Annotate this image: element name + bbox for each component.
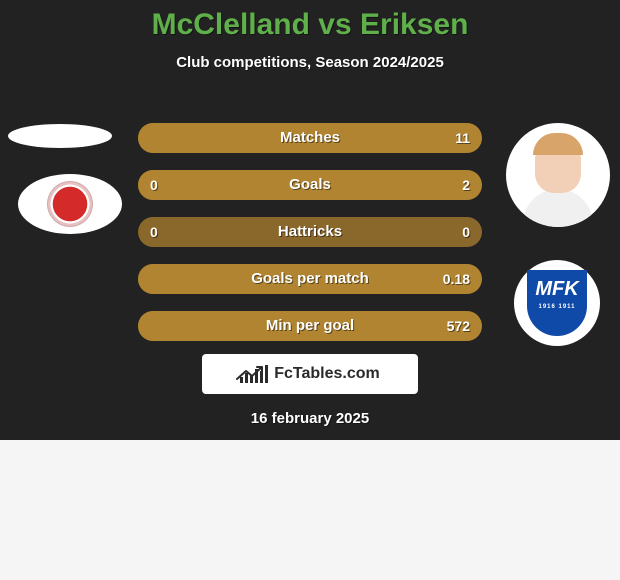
bar-label: Matches bbox=[138, 123, 482, 153]
subtitle: Club competitions, Season 2024/2025 bbox=[0, 54, 620, 71]
logo-text: FcTables.com bbox=[274, 365, 380, 383]
title-player-right: Eriksen bbox=[360, 8, 468, 41]
comparison-panel: McClelland vs Eriksen Club competitions,… bbox=[0, 0, 620, 440]
logo-chart-icon bbox=[240, 365, 268, 383]
bar-label: Goals per match bbox=[138, 264, 482, 294]
bar-value-right: 2 bbox=[462, 170, 470, 200]
club-crest-letters: MFK bbox=[535, 278, 578, 301]
bar-value-right: 0 bbox=[462, 217, 470, 247]
club-crest-years: 1916 1911 bbox=[538, 304, 575, 310]
player-avatar-right bbox=[506, 123, 610, 227]
bar-value-right: 0.18 bbox=[443, 264, 470, 294]
player-avatar-left bbox=[8, 124, 112, 148]
avatar-torso bbox=[523, 189, 593, 227]
bar-value-right: 11 bbox=[455, 123, 470, 153]
avatar-hair bbox=[533, 133, 583, 155]
title-player-left: McClelland bbox=[152, 8, 310, 41]
site-logo: FcTables.com bbox=[202, 354, 418, 394]
club-crest-icon bbox=[47, 181, 93, 227]
title-vs: vs bbox=[318, 8, 351, 41]
stat-bar: Goals0 2 bbox=[138, 170, 482, 200]
date-text: 16 february 2025 bbox=[0, 410, 620, 427]
bar-label: Min per goal bbox=[138, 311, 482, 341]
club-crest-icon: MFK 1916 1911 bbox=[527, 270, 587, 336]
bar-label: Goals bbox=[138, 170, 482, 200]
stat-bar: Matches11 bbox=[138, 123, 482, 153]
stat-bar: Hattricks0 0 bbox=[138, 217, 482, 247]
bar-value-left: 0 bbox=[150, 170, 158, 200]
stat-bar: Goals per match0.18 bbox=[138, 264, 482, 294]
club-badge-right: MFK 1916 1911 bbox=[514, 260, 600, 346]
stat-bar: Min per goal572 bbox=[138, 311, 482, 341]
bar-value-left: 0 bbox=[150, 217, 158, 247]
club-badge-left bbox=[18, 174, 122, 234]
page-title: McClelland vs Eriksen bbox=[0, 0, 620, 42]
bar-value-right: 572 bbox=[447, 311, 470, 341]
bar-label: Hattricks bbox=[138, 217, 482, 247]
comparison-bars: Matches11Goals02Hattricks00Goals per mat… bbox=[138, 123, 482, 358]
